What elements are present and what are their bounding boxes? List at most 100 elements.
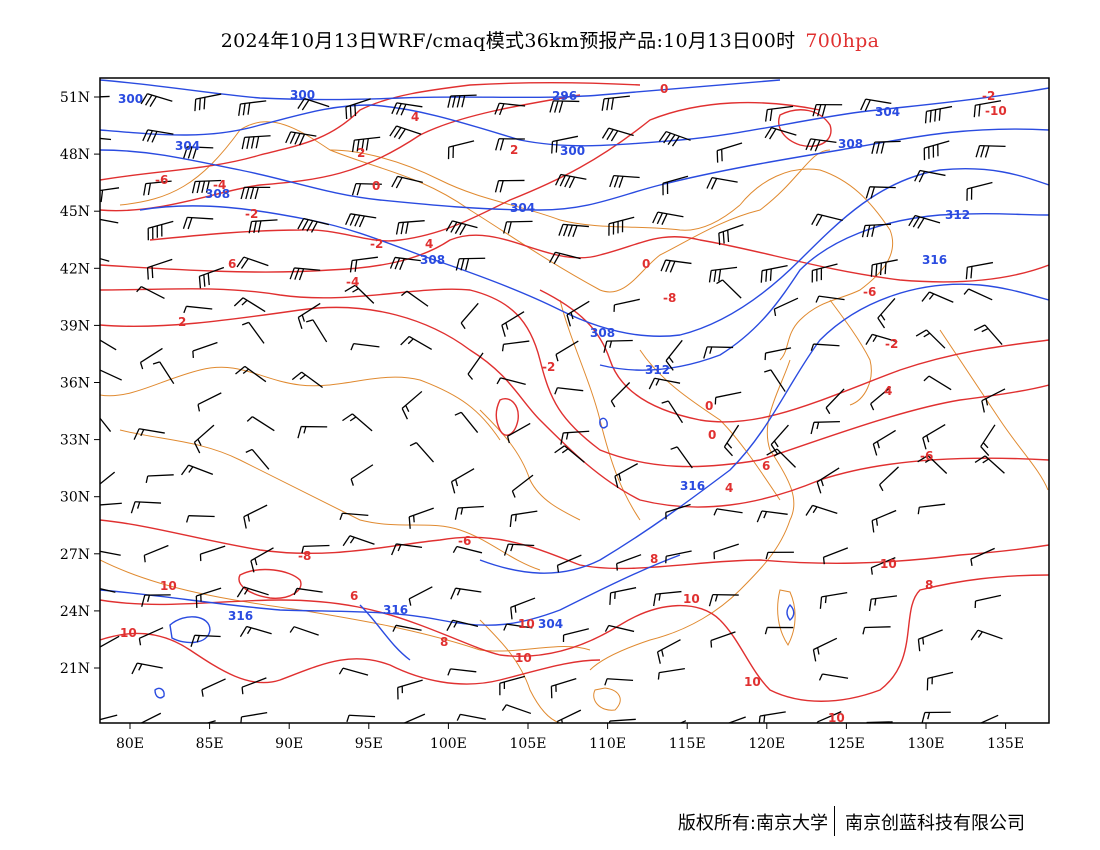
title-main: 2024年10月13日WRF/cmaq模式36km预报产品:10月13日00时 (220, 30, 796, 52)
wind-barb (180, 464, 214, 476)
plot-frame (99, 77, 1050, 724)
latitude-tick-label: 51N (60, 90, 90, 106)
wind-barb (389, 256, 421, 270)
contour-closed-4 (599, 417, 608, 429)
wind-barb (870, 557, 896, 575)
wind-barb (250, 547, 274, 573)
wind-barb (871, 509, 897, 533)
wind-barb (764, 369, 786, 392)
wind-barb (238, 100, 267, 116)
wind-barb (100, 502, 122, 506)
wind-barb (764, 347, 792, 361)
isotherm-n6 (100, 82, 641, 181)
height-contours (100, 79, 1049, 699)
temp-label: 0 (660, 82, 668, 96)
wind-barb (193, 424, 215, 454)
wind-barb (245, 448, 270, 470)
wind-barb (603, 339, 633, 353)
temp-label: -2 (885, 337, 898, 351)
temp-label: 8 (925, 578, 933, 592)
wind-barb (608, 718, 636, 723)
wind-barb (297, 217, 330, 233)
wind-barb (868, 595, 898, 612)
wind-barb (648, 377, 681, 390)
temp-label: 10 (683, 592, 700, 606)
wind-barb (401, 390, 423, 420)
wind-barb (345, 98, 371, 120)
temp-label: -6 (458, 534, 471, 548)
wind-barb (917, 454, 948, 474)
wind-barb (139, 712, 162, 723)
height-label: 308 (420, 253, 445, 267)
longitude-tick-label: 135E (987, 736, 1024, 752)
wind-barb (926, 671, 954, 691)
wind-barb (708, 594, 739, 607)
wind-barb (914, 169, 946, 183)
wind-barb (708, 266, 738, 283)
wind-barb (339, 512, 369, 521)
longitude-tick-label: 115E (669, 736, 706, 752)
latitude-tick-label: 27N (60, 547, 90, 563)
wind-barb (818, 673, 849, 681)
wind-barb (183, 146, 214, 159)
wind-barb (289, 626, 319, 636)
temp-label: -2 (245, 207, 258, 221)
latitude-tick-label: 45N (60, 204, 90, 220)
wind-barb (501, 311, 525, 337)
temp-label: 10 (515, 651, 532, 665)
wind-barb (285, 131, 317, 146)
longitude-tick-label: 95E (355, 736, 383, 752)
wind-barb (764, 126, 797, 140)
wind-barb (710, 631, 736, 648)
temp-label: 6 (762, 459, 770, 473)
wind-barb (236, 586, 269, 598)
wind-barb (865, 333, 898, 345)
wind-barb (865, 186, 896, 199)
wind-barb (764, 626, 794, 635)
wind-barb (182, 216, 214, 230)
wind-barb (554, 445, 585, 463)
wind-barb (192, 341, 218, 359)
wind-barb (400, 335, 433, 351)
wind-barb (338, 667, 369, 676)
longitude-tick-label: 80E (116, 736, 144, 752)
wind-barb (974, 594, 1002, 609)
temp-label: -8 (663, 291, 676, 305)
height-label: 308 (838, 137, 863, 151)
wind-barb (100, 95, 110, 98)
wind-barb (975, 144, 1006, 158)
wind-barb (877, 297, 896, 329)
temp-label: 8 (440, 635, 448, 649)
wind-barb (456, 713, 486, 721)
wind-barb (141, 594, 171, 607)
wind-barb (445, 220, 478, 236)
wind-barb (186, 515, 215, 523)
wind-barb (408, 586, 433, 606)
temp-label: 10 (744, 675, 761, 689)
wind-barb (816, 710, 842, 723)
wind-barb (963, 288, 993, 301)
wind-barb (917, 629, 943, 652)
wind-barb (131, 662, 163, 675)
wind-barb (870, 386, 892, 411)
province-sichuan (479, 409, 581, 521)
wind-barb (241, 321, 265, 344)
temp-label: 4 (425, 237, 433, 251)
wind-barb (501, 340, 530, 352)
wind-barb (194, 93, 222, 112)
wind-barb (765, 551, 794, 560)
taiwan-outline (777, 589, 796, 646)
wind-barb (130, 501, 162, 514)
wind-barb (613, 298, 640, 312)
wind-barb (205, 720, 216, 723)
temp-label: -2 (542, 360, 555, 374)
isotherm-closed-3 (778, 109, 832, 147)
wind-barb (872, 429, 896, 456)
wind-barb (548, 251, 581, 265)
wind-barb (391, 543, 423, 556)
tibet-boundary (119, 429, 541, 571)
wind-barb (143, 544, 169, 563)
wind-barb (662, 175, 689, 196)
wind-barb (921, 711, 951, 723)
contour-closed-1 (169, 616, 211, 644)
